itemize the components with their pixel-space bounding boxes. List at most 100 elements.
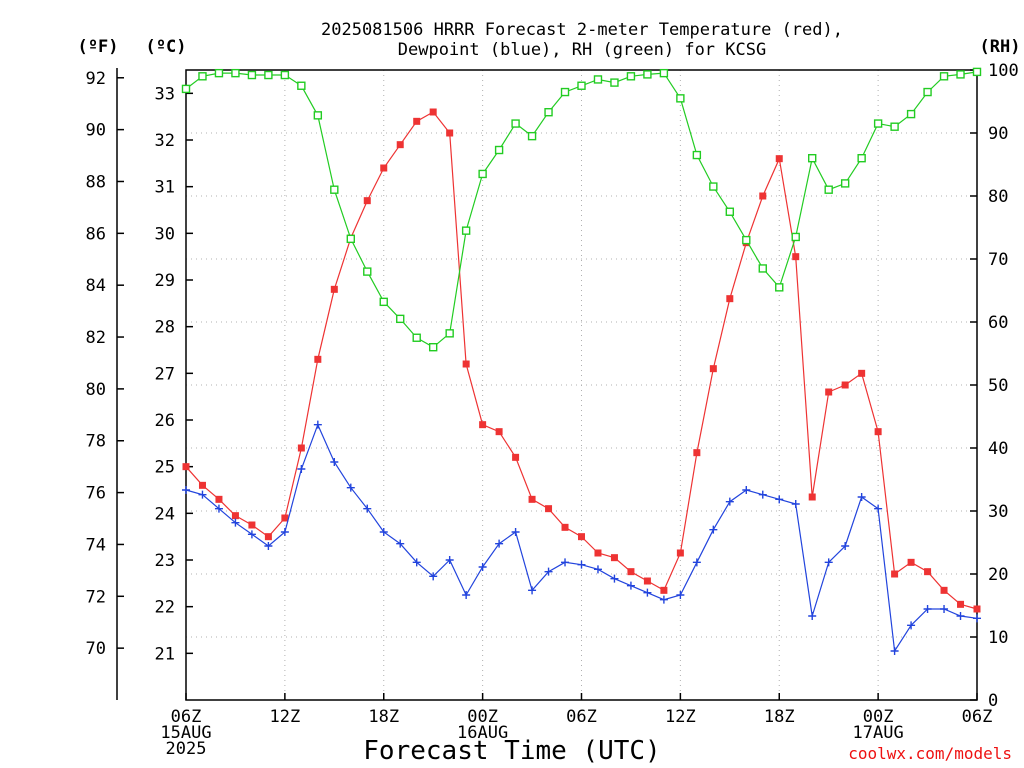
temperature-point bbox=[429, 108, 437, 116]
dewpoint-point bbox=[544, 567, 553, 576]
x-tick-label: 06Z bbox=[962, 707, 993, 727]
rh-tick-label: 0 bbox=[988, 691, 998, 711]
fahrenheit-tick-label: 88 bbox=[86, 172, 106, 192]
temperature-point bbox=[891, 570, 899, 578]
dewpoint-point bbox=[495, 539, 504, 548]
rh-point bbox=[214, 68, 224, 78]
rh-point bbox=[297, 81, 306, 90]
fahrenheit-tick-label: 82 bbox=[86, 328, 106, 348]
fahrenheit-tick-label: 86 bbox=[86, 224, 106, 244]
celsius-tick-label: 29 bbox=[155, 271, 175, 291]
dewpoint-point bbox=[346, 483, 355, 492]
chart-title-line-1: 2025081506 HRRR Forecast 2-meter Tempera… bbox=[321, 20, 843, 40]
dewpoint-point bbox=[808, 612, 817, 620]
rh-point bbox=[610, 78, 619, 87]
rh-point bbox=[313, 111, 323, 120]
celsius-tick-label: 21 bbox=[155, 644, 175, 664]
dewpoint-point bbox=[264, 542, 273, 550]
rh-point bbox=[346, 234, 355, 244]
rh-point bbox=[330, 185, 339, 194]
x-tick-label: 2025 bbox=[166, 739, 207, 759]
rh-tick-label: 10 bbox=[988, 628, 1008, 648]
fahrenheit-tick-label: 72 bbox=[86, 587, 106, 607]
temperature-point bbox=[528, 495, 536, 503]
dewpoint-point bbox=[511, 528, 520, 536]
dewpoint-point bbox=[841, 542, 850, 550]
temperature-point bbox=[973, 605, 981, 613]
rh-point bbox=[659, 68, 669, 78]
temperature-point bbox=[825, 388, 833, 396]
rh-point bbox=[857, 153, 866, 163]
temperature-point bbox=[545, 505, 553, 513]
chart-axes bbox=[116, 68, 978, 701]
rh-point bbox=[412, 333, 421, 342]
x-tick-label: 00Z bbox=[863, 707, 894, 727]
rh-point bbox=[676, 94, 685, 103]
temperature-point bbox=[940, 586, 948, 594]
dewpoint-point bbox=[725, 497, 734, 506]
rh-point bbox=[379, 297, 388, 307]
dewpoint-point bbox=[659, 595, 668, 604]
celsius-tick-label: 25 bbox=[155, 458, 175, 478]
dewpoint-point bbox=[561, 558, 570, 567]
temperature-point bbox=[726, 295, 734, 303]
dewpoint-point bbox=[610, 574, 619, 583]
temperature-point bbox=[775, 155, 783, 163]
rh-point bbox=[478, 169, 487, 179]
dewpoint-point bbox=[462, 591, 471, 599]
temperature-point bbox=[396, 141, 404, 149]
dewpoint-point bbox=[330, 458, 339, 466]
temperature-point bbox=[413, 117, 421, 125]
rh-tick-label: 20 bbox=[988, 565, 1008, 585]
rh-point bbox=[445, 329, 454, 338]
rh-point bbox=[198, 72, 207, 81]
temperature-point bbox=[907, 558, 915, 566]
rh-point bbox=[577, 81, 586, 90]
celsius-unit-label: (ºC) bbox=[146, 37, 187, 57]
dewpoint-point bbox=[775, 495, 784, 504]
x-tick-label: 00Z bbox=[467, 707, 498, 727]
fahrenheit-tick-label: 92 bbox=[86, 69, 106, 89]
celsius-tick-label: 28 bbox=[155, 318, 175, 338]
temperature-point bbox=[198, 481, 206, 489]
temperature-point bbox=[363, 197, 371, 205]
dewpoint-point bbox=[824, 558, 833, 567]
dewpoint-point bbox=[280, 528, 289, 536]
temperature-point bbox=[693, 449, 701, 457]
x-tick-label: 06Z bbox=[171, 707, 202, 727]
celsius-tick-label: 22 bbox=[155, 598, 175, 618]
dewpoint-point bbox=[676, 591, 685, 599]
dewpoint-point bbox=[857, 493, 866, 501]
temperature-point bbox=[578, 533, 585, 541]
rh-point bbox=[560, 87, 570, 97]
temperature-series bbox=[182, 108, 981, 613]
dewpoint-point bbox=[709, 525, 718, 534]
temperature-point bbox=[479, 421, 487, 429]
temperature-point bbox=[858, 369, 866, 377]
rh-point bbox=[742, 235, 751, 245]
temperature-point bbox=[610, 554, 618, 562]
fahrenheit-tick-label: 78 bbox=[86, 432, 106, 452]
dewpoint-point bbox=[198, 490, 207, 499]
fahrenheit-unit-label: (ºF) bbox=[78, 37, 119, 57]
temperature-point bbox=[462, 360, 470, 368]
temperature-point bbox=[215, 495, 223, 503]
rh-point bbox=[593, 75, 603, 84]
temperature-point bbox=[924, 568, 932, 576]
dewpoint-point bbox=[396, 539, 405, 548]
dewpoint-point bbox=[214, 504, 223, 513]
rh-point bbox=[972, 67, 982, 77]
rh-point bbox=[791, 232, 800, 242]
rh-point bbox=[709, 182, 718, 191]
rh-point bbox=[873, 119, 883, 128]
temperature-point bbox=[330, 285, 338, 293]
temperature-point bbox=[314, 355, 322, 363]
fahrenheit-tick-label: 70 bbox=[86, 639, 106, 659]
rh-series bbox=[181, 67, 982, 352]
temperature-point bbox=[660, 586, 668, 594]
rh-tick-label: 30 bbox=[988, 502, 1008, 522]
dewpoint-point bbox=[890, 647, 899, 655]
rh-point bbox=[758, 264, 767, 273]
dewpoint-series bbox=[182, 420, 981, 655]
rh-point bbox=[939, 72, 949, 81]
